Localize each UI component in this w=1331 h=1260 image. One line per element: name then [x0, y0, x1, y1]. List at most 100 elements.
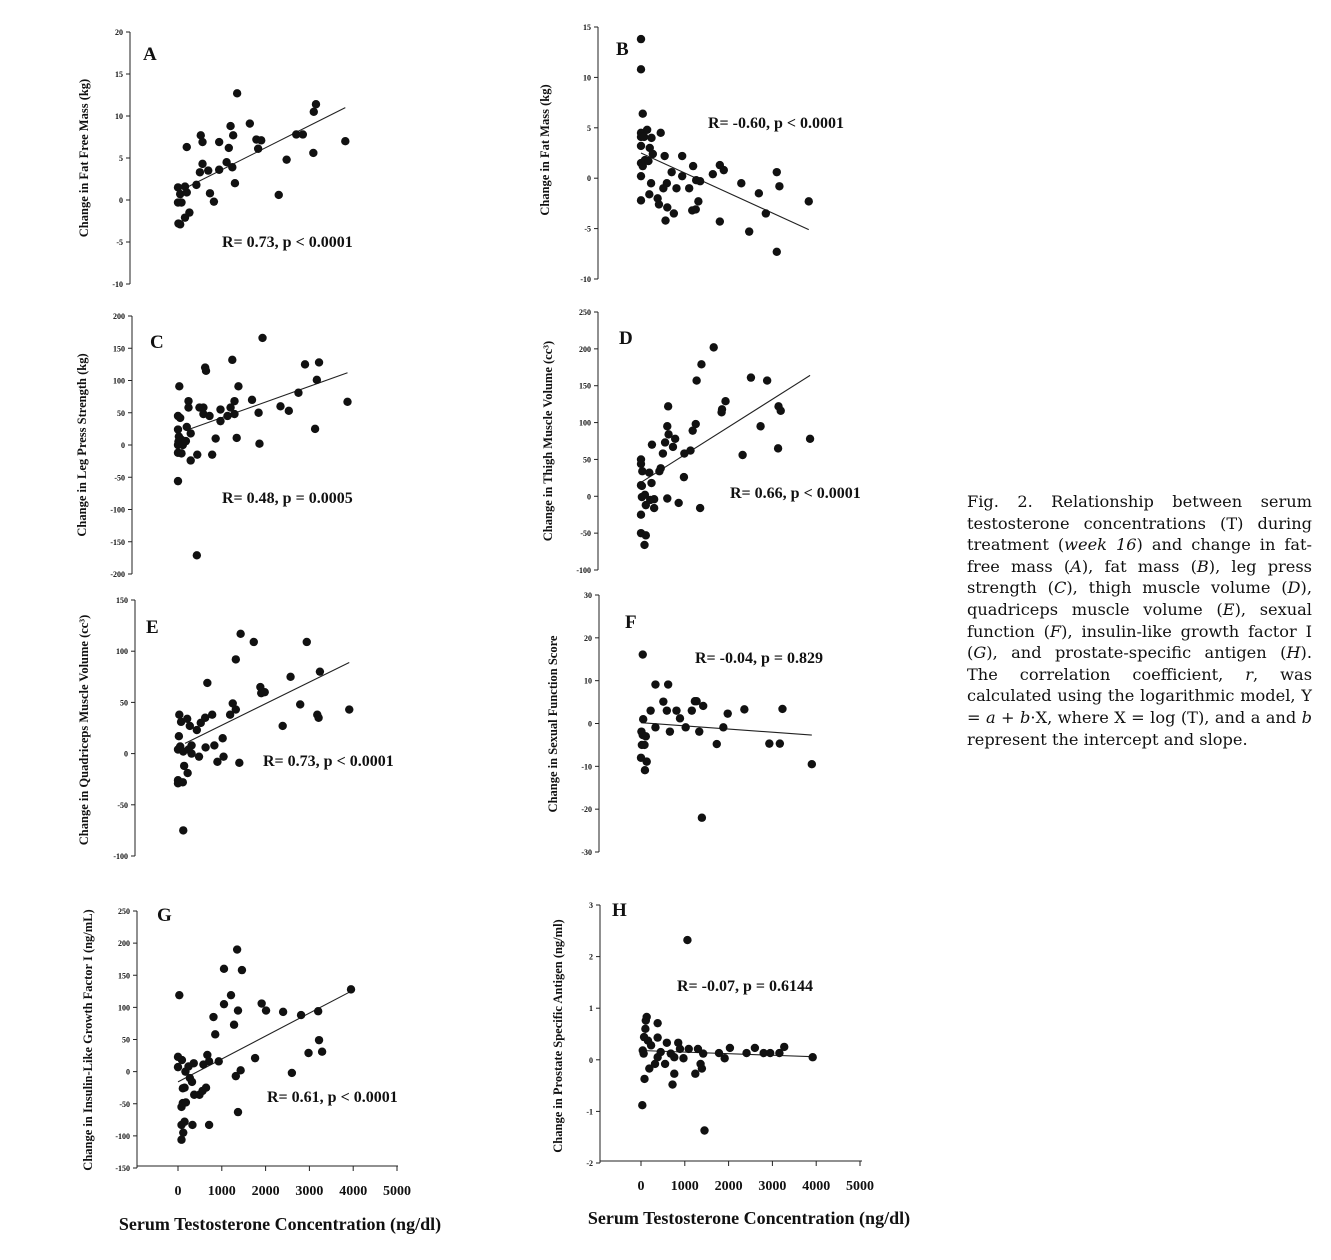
data-point: [205, 411, 214, 421]
x-tick-label: 4000: [339, 1184, 367, 1199]
data-point: [174, 731, 184, 741]
data-point: [188, 1120, 197, 1130]
y-tick-label: -10: [580, 275, 591, 284]
y-tick-label: 200: [579, 345, 591, 354]
data-point: [201, 366, 211, 376]
data-point: [292, 130, 301, 139]
data-point: [662, 1038, 672, 1047]
data-point: [260, 687, 269, 697]
data-point: [642, 125, 652, 135]
x-tick-label: 2000: [252, 1184, 280, 1199]
x-tick-label: 0: [175, 1184, 182, 1199]
data-point: [296, 1010, 306, 1020]
data-point: [255, 439, 264, 448]
data-point: [697, 360, 706, 369]
y-axis-title: Change in Fat Free Mass (kg): [77, 79, 91, 237]
data-point: [222, 158, 231, 167]
data-point: [772, 167, 781, 177]
data-point: [663, 422, 672, 431]
data-point: [232, 945, 242, 954]
data-point: [775, 1048, 784, 1058]
data-point: [691, 419, 700, 429]
y-tick-label: -20: [581, 805, 592, 814]
y-tick-label: 15: [583, 23, 591, 32]
data-point: [198, 137, 207, 147]
caption-text: Fig. 2. Relationship between serum testo…: [967, 492, 1312, 555]
y-tick-label: 200: [118, 939, 130, 948]
data-point: [236, 629, 245, 638]
data-point: [765, 739, 774, 748]
data-point: [284, 406, 294, 416]
regression-line: [184, 661, 350, 744]
data-point: [214, 165, 224, 174]
data-point: [211, 1030, 220, 1039]
data-point: [230, 396, 239, 406]
data-point: [312, 375, 322, 385]
data-point: [254, 408, 263, 417]
data-point: [219, 999, 229, 1009]
data-point: [194, 752, 204, 761]
data-point: [175, 710, 184, 719]
data-point: [258, 333, 267, 343]
data-point: [742, 1048, 751, 1058]
y-tick-label: -50: [580, 529, 591, 538]
caption-text: ). The correlation coefficient,: [967, 643, 1312, 684]
caption-italic-text: A: [1070, 556, 1082, 576]
data-point: [637, 481, 647, 491]
x-tick-label: 1000: [671, 1179, 699, 1194]
data-point: [341, 137, 350, 146]
data-point: [656, 464, 665, 473]
data-point: [644, 156, 653, 166]
data-point: [692, 697, 701, 706]
data-point: [677, 171, 687, 181]
data-point: [311, 100, 321, 109]
data-point: [207, 710, 217, 719]
data-point: [772, 247, 781, 256]
data-point: [776, 406, 785, 415]
data-point: [314, 1035, 324, 1045]
data-point: [714, 1048, 724, 1058]
data-point: [669, 209, 679, 218]
y-tick-label: 2: [589, 953, 593, 962]
caption-italic-text: C: [1053, 578, 1067, 598]
data-point: [805, 434, 815, 443]
data-point: [647, 133, 656, 143]
data-point: [649, 503, 659, 513]
panel-letter: E: [146, 617, 159, 638]
data-point: [773, 444, 783, 453]
data-point: [656, 1047, 665, 1057]
data-point: [646, 706, 655, 715]
y-axis-title: Change in Prostate Specific Antigen (ng/…: [551, 919, 565, 1152]
caption-italic-text: D: [1287, 578, 1301, 598]
data-point: [232, 89, 242, 98]
data-point: [173, 183, 183, 192]
x-tick-label: 5000: [846, 1179, 874, 1194]
data-point: [660, 438, 670, 447]
y-tick-label: -100: [115, 1132, 130, 1141]
figure-caption: Fig. 2. Relationship between serum testo…: [967, 491, 1312, 750]
data-point: [638, 715, 648, 724]
data-point: [720, 1054, 729, 1063]
y-tick-label: 10: [583, 73, 591, 82]
data-point: [216, 405, 225, 414]
y-tick-label: 10: [115, 112, 123, 121]
correlation-annotation: R= 0.66, p < 0.0001: [730, 485, 861, 502]
data-point: [198, 159, 207, 169]
caption-text: represent the intercept and slope.: [967, 729, 1248, 749]
y-tick-label: 150: [118, 971, 130, 980]
caption-italic-text: H: [1286, 643, 1301, 663]
data-point: [642, 757, 651, 766]
y-tick-label: 3: [589, 901, 593, 910]
data-point: [647, 478, 656, 488]
data-point: [230, 409, 239, 419]
data-point: [257, 136, 266, 145]
data-point: [647, 440, 657, 449]
data-point: [181, 1098, 191, 1107]
data-point: [638, 650, 647, 659]
data-point: [780, 1042, 789, 1052]
data-point: [183, 768, 192, 778]
data-point: [740, 705, 749, 714]
data-point: [695, 177, 705, 186]
data-point: [346, 985, 356, 994]
caption-text: ) and change in fat-free mass (: [967, 535, 1312, 576]
